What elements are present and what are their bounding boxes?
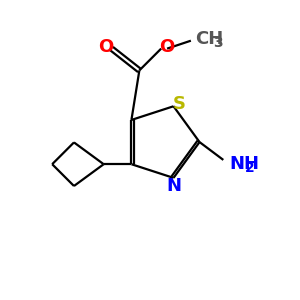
Text: S: S: [173, 95, 186, 113]
Text: 2: 2: [245, 161, 255, 175]
Text: NH: NH: [229, 155, 259, 173]
Text: O: O: [160, 38, 175, 56]
Text: 3: 3: [213, 36, 222, 50]
Text: O: O: [98, 38, 113, 56]
Text: N: N: [166, 177, 181, 195]
Text: CH: CH: [195, 30, 223, 48]
